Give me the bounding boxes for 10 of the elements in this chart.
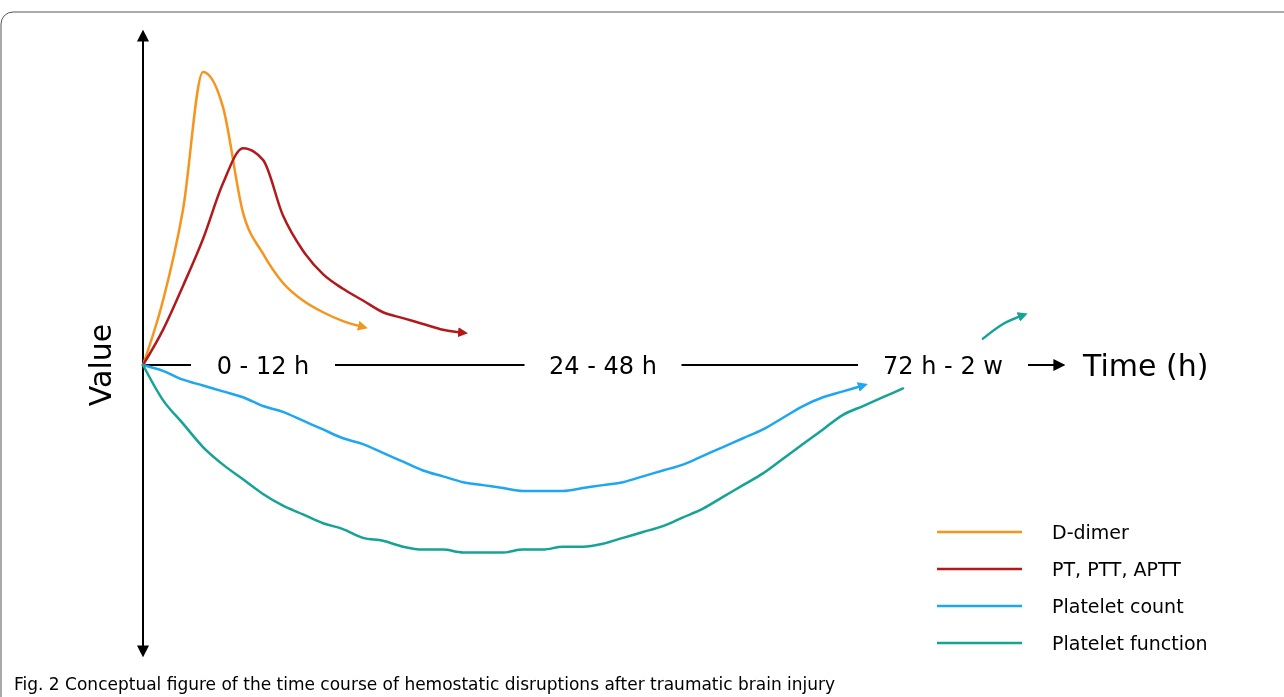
legend-label: D-dimer: [1052, 521, 1130, 543]
legend-label: Platelet function: [1052, 632, 1208, 654]
x-tick-label: 0 - 12 h: [216, 352, 310, 380]
y-axis-title: Value: [83, 323, 118, 407]
caption: Fig. 2 Conceptual figure of the time course of hemostatic disruptions after traumatic brain injury: [14, 674, 836, 694]
x-tick-label: 24 - 48 h: [549, 352, 657, 380]
x-axis-title: Time (h): [1082, 348, 1209, 383]
legend-label: Platelet count: [1052, 595, 1184, 617]
x-tick-label: 72 h - 2 w: [883, 352, 1003, 380]
legend-label: PT, PTT, APTT: [1052, 558, 1182, 580]
